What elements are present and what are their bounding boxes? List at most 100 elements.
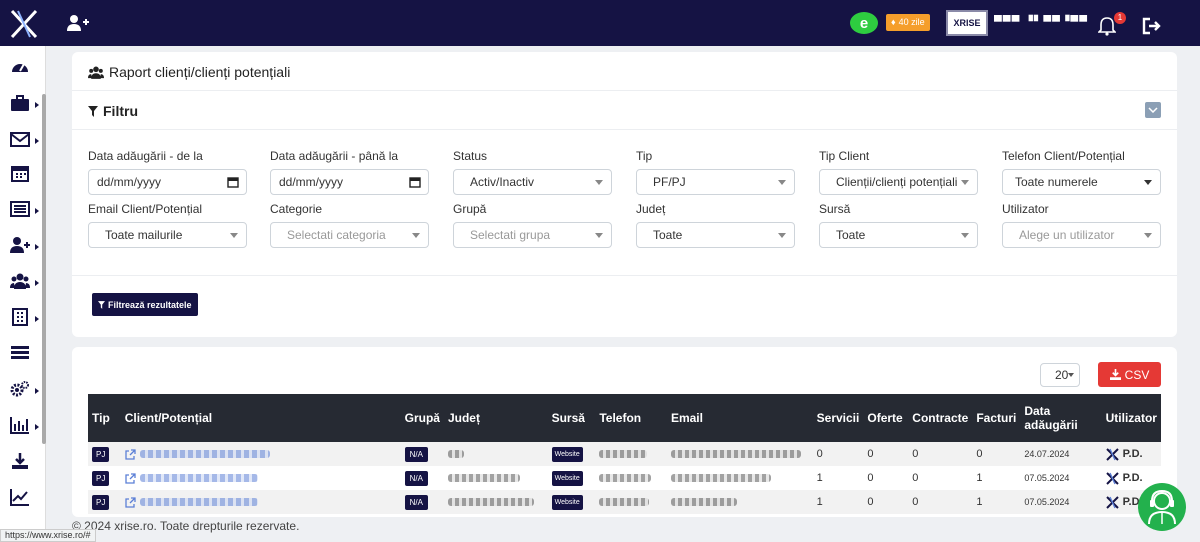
chevron-down-icon bbox=[778, 180, 786, 185]
email-value bbox=[670, 498, 737, 507]
download-icon bbox=[12, 453, 28, 469]
page-size-select[interactable]: 20 bbox=[1040, 363, 1080, 387]
external-link-icon[interactable] bbox=[125, 472, 136, 484]
sidebar-item-add-user[interactable] bbox=[10, 236, 32, 256]
chevron-down-icon bbox=[1148, 107, 1158, 113]
tip-select[interactable]: PF/PJ bbox=[636, 169, 795, 195]
column-header-client[interactable]: Client/Potențial bbox=[124, 411, 213, 425]
bell-icon[interactable] bbox=[1098, 16, 1116, 36]
clients-table: Tip Client/Potențial Grupă Județ Sursă T… bbox=[88, 394, 1161, 514]
external-link-icon[interactable] bbox=[125, 496, 136, 508]
sidebar-item-dashboard[interactable] bbox=[10, 58, 32, 78]
footer-copyright: © 2024 xrise.ro. Toate drepturile rezerv… bbox=[72, 519, 300, 533]
company-logo[interactable]: XRISE bbox=[946, 10, 988, 36]
column-header-email[interactable]: Email bbox=[670, 411, 703, 425]
column-header-sursa[interactable]: Sursă bbox=[551, 411, 585, 425]
xrise-user-icon bbox=[1105, 471, 1119, 485]
csv-export-button[interactable]: CSV bbox=[1098, 362, 1161, 387]
calendar-icon[interactable] bbox=[409, 176, 421, 188]
company-name[interactable]: ▀▀▀ ▝▘▀▀▝▀▀ bbox=[994, 16, 1088, 28]
grupa-select[interactable]: Selectati grupa bbox=[453, 222, 612, 248]
table-header-row: Tip Client/Potențial Grupă Județ Sursă T… bbox=[88, 394, 1161, 442]
date-from-input[interactable]: dd/mm/yyyy bbox=[88, 169, 247, 195]
contracte-count: 0 bbox=[912, 448, 919, 460]
column-header-contracte[interactable]: Contracte bbox=[912, 411, 969, 425]
filter-label-email: Email Client/Potențial bbox=[88, 202, 203, 216]
sidebar-scrollbar[interactable] bbox=[42, 94, 46, 444]
table-row: PJ N/A Website 1 0 0 1 07.05.2024 P.D. bbox=[88, 490, 1161, 514]
chevron-down-icon bbox=[1068, 373, 1074, 377]
sidebar-item-briefcase[interactable] bbox=[10, 94, 32, 114]
oferte-count: 0 bbox=[867, 496, 874, 508]
column-header-servicii[interactable]: Servicii bbox=[816, 411, 860, 425]
xrise-logo-icon[interactable] bbox=[10, 9, 38, 39]
column-header-oferte[interactable]: Oferte bbox=[867, 411, 903, 425]
sidebar-item-download[interactable] bbox=[10, 452, 32, 472]
column-header-tip[interactable]: Tip bbox=[92, 411, 110, 425]
divider bbox=[72, 90, 1177, 91]
download-icon bbox=[1109, 369, 1121, 380]
judet-value bbox=[447, 498, 534, 507]
external-link-icon[interactable] bbox=[125, 448, 136, 460]
filter-collapse-button[interactable] bbox=[1145, 102, 1161, 118]
column-header-telefon[interactable]: Telefon bbox=[599, 411, 642, 425]
filter-label-date-to: Data adăugării - până la bbox=[270, 149, 399, 163]
column-header-data-adaugarii[interactable]: Data adăugării bbox=[1024, 404, 1078, 432]
sidebar-caret-icon bbox=[35, 424, 39, 430]
calendar-icon[interactable] bbox=[227, 176, 239, 188]
telefon-select[interactable]: Toate numerele bbox=[1002, 169, 1161, 195]
e-factura-icon[interactable]: e bbox=[849, 11, 879, 35]
client-name-link[interactable] bbox=[139, 450, 270, 459]
client-name-link[interactable] bbox=[139, 498, 258, 507]
trial-days-badge[interactable]: ♦ 40 zile bbox=[886, 14, 930, 31]
sidebar-item-reports[interactable] bbox=[10, 416, 32, 436]
users-icon bbox=[10, 273, 30, 289]
tip-badge: PJ bbox=[92, 446, 110, 462]
tip-client-select[interactable]: Clienții/clienți potențiali bbox=[819, 169, 978, 195]
sidebar-caret-icon bbox=[35, 244, 39, 250]
sidebar-item-mail[interactable] bbox=[10, 130, 32, 150]
column-header-grupa[interactable]: Grupă bbox=[404, 411, 440, 425]
support-chat-button[interactable] bbox=[1138, 483, 1186, 531]
divider bbox=[72, 129, 1177, 130]
filter-label-categorie: Categorie bbox=[270, 202, 323, 216]
filter-icon bbox=[98, 300, 105, 309]
servicii-count: 0 bbox=[816, 448, 823, 460]
chevron-down-icon bbox=[961, 233, 969, 238]
column-header-utilizator[interactable]: Utilizator bbox=[1105, 411, 1157, 425]
date-added: 07.05.2024 bbox=[1024, 473, 1070, 483]
chevron-down-icon bbox=[778, 233, 786, 238]
status-select[interactable]: Activ/Inactiv bbox=[453, 169, 612, 195]
sursa-select[interactable]: Toate bbox=[819, 222, 978, 248]
judet-value bbox=[447, 450, 464, 459]
add-user-icon[interactable] bbox=[66, 14, 90, 32]
sidebar-item-list[interactable] bbox=[10, 200, 32, 220]
sidebar-item-users[interactable] bbox=[10, 272, 32, 292]
column-header-judet[interactable]: Județ bbox=[447, 411, 480, 425]
apply-filter-button[interactable]: Filtrează rezultatele bbox=[92, 293, 198, 316]
column-header-facturi[interactable]: Facturi bbox=[976, 411, 1017, 425]
filter-label-date-from: Data adăugării - de la bbox=[88, 149, 203, 163]
sidebar-caret-icon bbox=[35, 316, 39, 322]
sidebar-caret-icon bbox=[35, 388, 39, 394]
categorie-select[interactable]: Selectati categoria bbox=[270, 222, 429, 248]
results-card: 20 CSV Tip Client/Potențial Grupă Județ … bbox=[72, 347, 1177, 517]
sidebar-item-tasks[interactable] bbox=[10, 344, 32, 364]
sidebar-item-statistics[interactable] bbox=[10, 488, 32, 508]
email-value bbox=[670, 474, 771, 483]
sidebar-item-settings[interactable] bbox=[10, 380, 32, 400]
user-cell: P.D. bbox=[1105, 471, 1157, 485]
calendar-icon bbox=[11, 166, 29, 182]
date-to-input[interactable]: dd/mm/yyyy bbox=[270, 169, 429, 195]
logout-icon[interactable] bbox=[1142, 17, 1162, 35]
sidebar-item-building[interactable] bbox=[10, 308, 32, 328]
utilizator-select[interactable]: Alege un utilizator bbox=[1002, 222, 1161, 248]
judet-select[interactable]: Toate bbox=[636, 222, 795, 248]
client-name-link[interactable] bbox=[139, 474, 258, 483]
support-agent-icon bbox=[1148, 489, 1176, 525]
filter-label-grupa: Grupă bbox=[453, 202, 487, 216]
sidebar-item-calendar[interactable] bbox=[10, 164, 32, 184]
briefcase-icon bbox=[11, 95, 29, 111]
bar-chart-icon bbox=[10, 417, 29, 434]
email-select[interactable]: Toate mailurile bbox=[88, 222, 247, 248]
